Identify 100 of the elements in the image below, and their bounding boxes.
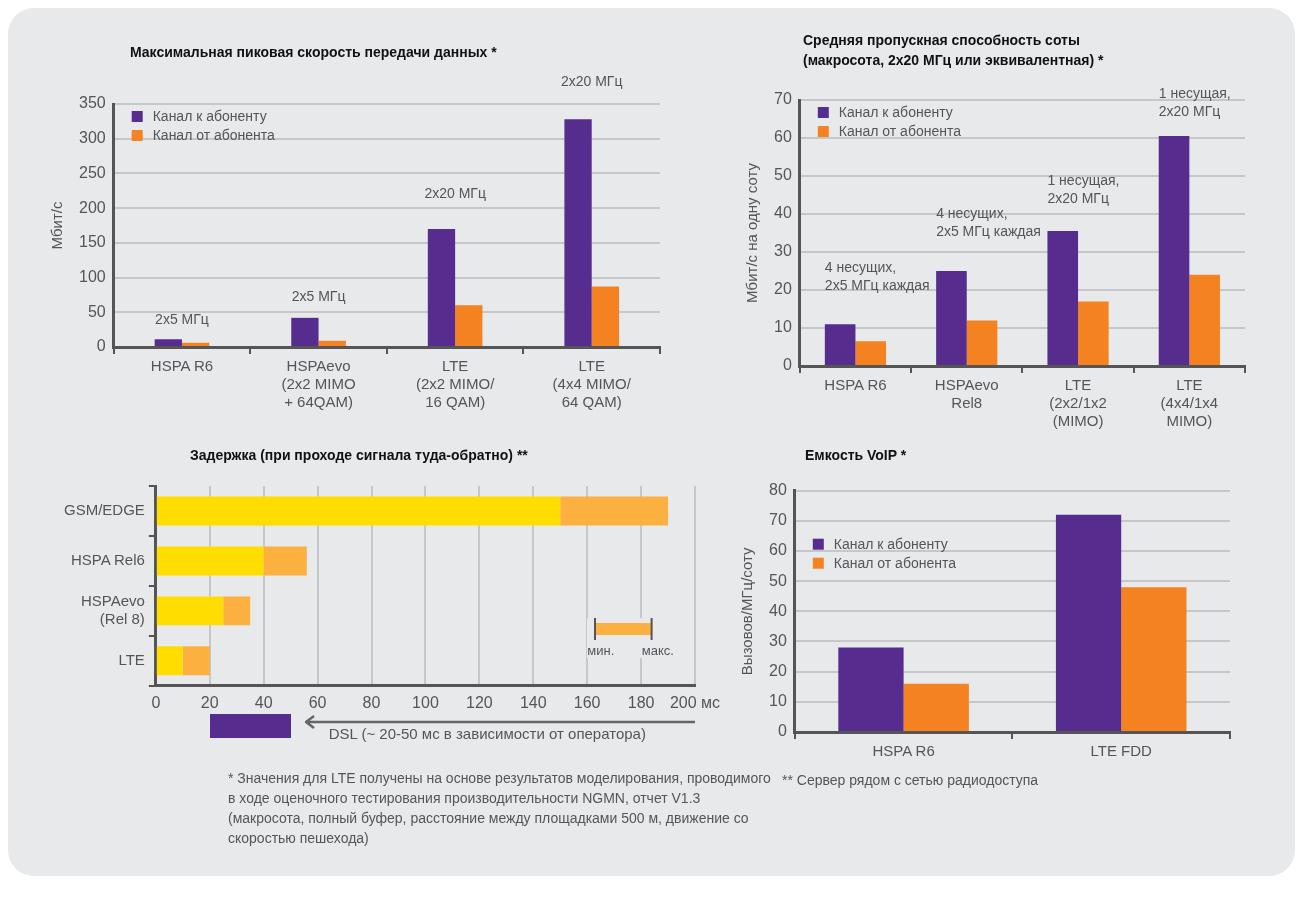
bar	[1158, 136, 1190, 365]
legend-label: Канал от абонента	[838, 122, 962, 139]
annotation: 2x20 МГц	[424, 184, 486, 201]
x-tick-label: 40	[254, 693, 273, 711]
text: * Значения для LTE получены на основе результатов моделирования, проводимого в ходе оценочного тестирования производительности NGMN, отчет V1.3 (макросота, полный буфер, расстояние между площадками 500 м, движение со скоростью пешехода)	[228, 769, 772, 848]
x-tick-label: 180	[627, 693, 655, 711]
x-tick-label: HSPAevo Rel8	[934, 376, 999, 412]
x-tick-label: 20	[200, 693, 219, 711]
text: DSL (~ 20-50 мс в зависимости от оператора)	[328, 723, 646, 744]
y-tick-label: 40	[769, 601, 787, 619]
y-tick-label: 20	[774, 280, 792, 298]
bar	[936, 271, 967, 365]
y-axis-title: Мбит/с	[48, 201, 66, 250]
x-tick-label: 140	[519, 693, 547, 711]
x-tick-label: LTE (2x2/1x2 (MIMO)	[1049, 376, 1107, 430]
x-tick-label: 0	[151, 693, 161, 711]
bar	[182, 646, 210, 676]
y-tick-label: 70	[769, 511, 787, 529]
y-tick-label: 30	[774, 242, 792, 260]
bar	[156, 546, 264, 576]
chart-title: Максимальная пиковая скорость передачи данных *	[129, 43, 498, 62]
legend-label: Канал от абонента	[833, 554, 957, 571]
y-axis-title: Мбит/с на одну соту	[743, 162, 761, 303]
y-tick-label: 50	[774, 166, 792, 184]
annotation: макс.	[641, 642, 674, 658]
annotation: 1 несущая, 2x20 МГц	[1047, 171, 1120, 206]
x-tick-label: LTE (2x2 MIMO/ 16 QAM)	[415, 357, 496, 411]
y-tick-label: HSPAevo (Rel 8)	[80, 592, 145, 628]
x-tick-label: LTE FDD	[1090, 742, 1153, 760]
y-tick-label: 150	[78, 233, 106, 251]
y-tick-label: 70	[774, 90, 792, 108]
y-tick-label: 50	[769, 571, 787, 589]
x-tick-label: HSPA R6	[824, 376, 887, 394]
bar	[223, 596, 251, 626]
y-tick-label: 80	[769, 481, 787, 499]
bar	[1121, 587, 1187, 731]
bar	[824, 324, 856, 365]
y-tick-label: 200	[78, 198, 106, 216]
legend-label: Канал к абоненту	[152, 107, 267, 124]
y-tick-label: LTE	[118, 650, 145, 668]
annotation: 1 несущая, 2x20 МГц	[1158, 84, 1231, 119]
y-tick-label: 40	[774, 204, 792, 222]
bar	[318, 340, 346, 346]
text: 2x20 МГц	[560, 72, 623, 89]
bar	[156, 646, 183, 676]
y-tick-label: 300	[78, 129, 106, 147]
y-tick-label: 60	[769, 541, 787, 559]
bar	[855, 341, 887, 365]
x-tick-label: 80	[362, 693, 381, 711]
bar	[291, 317, 319, 346]
bar	[1189, 274, 1220, 365]
y-tick-label: HSPA Rel6	[70, 551, 145, 569]
bar	[1078, 301, 1109, 365]
x-tick-label: 120	[465, 693, 493, 711]
annotation: 4 несущих, 2x5 МГц каждая	[824, 258, 930, 293]
legend-label: Канал от абонента	[152, 126, 276, 143]
annotation: 2x5 МГц	[155, 310, 209, 327]
y-tick-label: 30	[769, 631, 787, 649]
x-tick-label: LTE (4x4 MIMO/ 64 QAM)	[552, 357, 632, 411]
bar	[903, 683, 969, 731]
chart-title: Средняя пропускная способность соты (макросота, 2x20 МГц или эквивалентная) *	[802, 31, 1105, 70]
bar	[1047, 231, 1079, 365]
y-tick-label: 50	[87, 302, 106, 320]
text: ** Сервер рядом с сетью радиодоступа	[782, 771, 1040, 790]
y-tick-label: 350	[78, 94, 106, 112]
y-tick-label: 250	[78, 163, 106, 181]
y-tick-label: 0	[96, 337, 106, 355]
bar	[564, 119, 592, 346]
y-tick-label: 10	[774, 318, 792, 336]
bar	[156, 496, 561, 526]
x-tick-label: HSPA R6	[150, 357, 214, 375]
legend-label: Канал к абоненту	[833, 535, 948, 552]
x-tick-label: HSPAevo (2x2 MIMO + 64QAM)	[281, 357, 356, 411]
y-tick-label: 10	[769, 692, 787, 710]
y-tick-label: 20	[769, 662, 787, 680]
y-axis-title: Вызовов/МГц/соту	[738, 546, 756, 676]
annotation: 4 несущих, 2x5 МГц каждая	[936, 204, 1041, 239]
bar	[263, 546, 307, 576]
x-tick-label: 160	[573, 693, 601, 711]
bar	[154, 339, 182, 346]
bar	[1055, 514, 1122, 731]
y-tick-label: GSM/EDGE	[63, 501, 145, 519]
chart-title: Емкость VoIP *	[804, 446, 908, 465]
bar	[181, 342, 210, 346]
x-tick-label: 200 мс	[669, 693, 721, 711]
bar	[156, 596, 224, 626]
x-tick-label: 60	[308, 693, 327, 711]
annotation: мин.	[587, 642, 615, 658]
y-tick-label: 60	[774, 128, 792, 146]
y-tick-label: 0	[777, 722, 787, 740]
legend-label: Канал к абоненту	[838, 103, 953, 120]
chart-title: Задержка (при проходе сигнала туда-обратно) **	[189, 446, 529, 465]
annotation: 2x5 МГц	[291, 287, 346, 304]
bar	[427, 228, 456, 346]
bar	[838, 647, 904, 731]
bar	[560, 496, 669, 526]
x-tick-label: 100	[412, 693, 439, 711]
bar	[591, 286, 620, 346]
x-tick-label: LTE (4x4/1x4 MIMO)	[1160, 376, 1219, 430]
bar	[455, 305, 483, 346]
